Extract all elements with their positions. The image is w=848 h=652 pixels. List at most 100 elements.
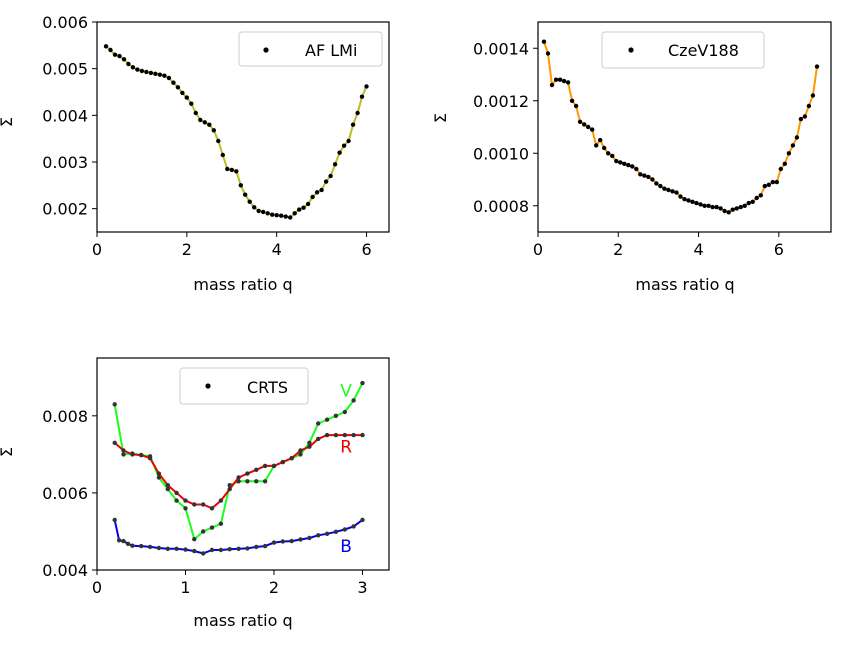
crts-data-point (245, 546, 250, 551)
af-lmi-data-point (166, 75, 172, 81)
af-lmi-data-point (364, 84, 369, 89)
crts-data-point (298, 448, 303, 453)
czev188-data-point (778, 166, 783, 172)
chart-czev188: 0 2 4 6 0.0008 0.0010 0.0012 0.0014 mass ratio … (431, 21, 832, 294)
crts-data-point (112, 440, 117, 445)
af-lmi-data-point (314, 190, 320, 195)
af-lmi-data-point (323, 179, 329, 184)
crts-data-point (360, 380, 365, 386)
af-lmi-data-point (350, 122, 356, 127)
af-lmi-data-point (139, 68, 145, 74)
crts-data-point (156, 471, 162, 476)
af-lmi-data-point (283, 214, 288, 219)
crts-data-point (342, 409, 347, 415)
czev188-data-point (606, 151, 611, 156)
af-lmi-marks (103, 44, 369, 220)
czev188-data-point (674, 190, 679, 195)
czev188-data-point (798, 116, 804, 122)
af-lmi-y-tick-label: 0.005 (42, 60, 88, 79)
czev188-data-point (726, 210, 731, 215)
crts-xlabel: mass ratio q (193, 611, 292, 630)
crts-x-tick-label: 1 (180, 578, 190, 597)
czev188-data-point (557, 77, 563, 82)
crts-data-point (227, 547, 232, 552)
czev188-data-point (722, 208, 727, 214)
crts-data-point (183, 498, 188, 503)
czev188-data-point (650, 177, 655, 182)
crts-data-point (280, 459, 285, 465)
crts-data-point (112, 517, 117, 523)
af-lmi-data-point (193, 110, 198, 116)
af-lmi-y-tick-label: 0.002 (42, 200, 88, 219)
af-lmi-data-point (243, 192, 248, 197)
crts-data-point (192, 537, 197, 542)
af-lmi-legend-label: AF LMi (305, 41, 357, 60)
af-lmi-data-point (202, 120, 207, 125)
czev188-frame (537, 21, 832, 233)
czev188-data-point (634, 166, 639, 172)
czev188-data-point (762, 183, 767, 189)
crts-data-point (298, 537, 303, 542)
czev188-data-point (786, 151, 792, 156)
czev188-data-point (638, 172, 643, 177)
czev188-data-point (754, 195, 759, 201)
af-lmi-legend-marker (263, 47, 269, 53)
crts-data-point (360, 432, 365, 438)
crts-data-point (218, 521, 224, 526)
czev188-data-point (626, 162, 631, 168)
czev188-marks (541, 39, 820, 215)
czev188-data-point (598, 137, 603, 143)
czev188-data-point (702, 203, 707, 208)
czev188-data-point (622, 161, 627, 166)
crts-data-point (139, 452, 144, 458)
af-lmi-data-point (112, 52, 118, 57)
af-lmi-data-point (207, 122, 212, 127)
crts-data-point (147, 544, 153, 550)
af-lmi-data-point (288, 215, 293, 220)
af-lmi-data-point (144, 69, 149, 75)
crts-data-point (121, 538, 126, 544)
crts-legend-marker (205, 383, 211, 389)
crts-data-point (218, 547, 224, 553)
crts-data-point (262, 543, 268, 549)
czev188-data-point (654, 181, 659, 186)
crts-data-point (271, 463, 277, 469)
crts-data-point (307, 535, 312, 541)
czev188-data-point (746, 200, 751, 206)
af-lmi-data-point (216, 138, 221, 144)
crts-data-point (147, 456, 153, 461)
crts-data-point (333, 529, 339, 534)
af-lmi-data-point (130, 65, 136, 70)
crts-data-point (324, 531, 330, 536)
czev188-data-point (782, 161, 787, 166)
czev188-x-tick-label: 2 (613, 240, 623, 259)
czev188-data-point (698, 202, 703, 207)
crts-x-tick-label: 3 (357, 578, 367, 597)
af-lmi-data-point (189, 101, 194, 106)
crts-data-point (116, 538, 122, 543)
czev188-legend: CzeV188 (601, 31, 765, 69)
crts-data-point (236, 475, 241, 480)
czev188-data-point (802, 114, 808, 119)
czev188-data-point (714, 204, 719, 210)
czev188-x-tick-label: 0 (533, 240, 543, 259)
crts-data-point (130, 452, 135, 457)
crts-data-point (174, 546, 179, 551)
czev188-data-point (553, 77, 559, 82)
czev188-data-point (646, 174, 651, 180)
af-lmi-data-point (292, 211, 297, 216)
af-lmi-x-tick-label: 2 (182, 240, 192, 259)
af-lmi-data-point (180, 90, 185, 96)
czev188-data-point (569, 98, 575, 104)
crts-data-point (156, 545, 162, 551)
af-lmi-data-point (261, 209, 266, 215)
crts-data-point (201, 529, 206, 534)
czev188-data-point (658, 183, 663, 189)
crts-data-point (316, 436, 321, 442)
czev188-data-point (642, 173, 647, 178)
crts-data-point (271, 540, 277, 545)
af-lmi-data-point (184, 95, 189, 100)
crts-legend: CRTS (179, 367, 309, 405)
crts-data-point (201, 502, 206, 507)
af-lmi-y-tick-label: 0.004 (42, 106, 88, 125)
